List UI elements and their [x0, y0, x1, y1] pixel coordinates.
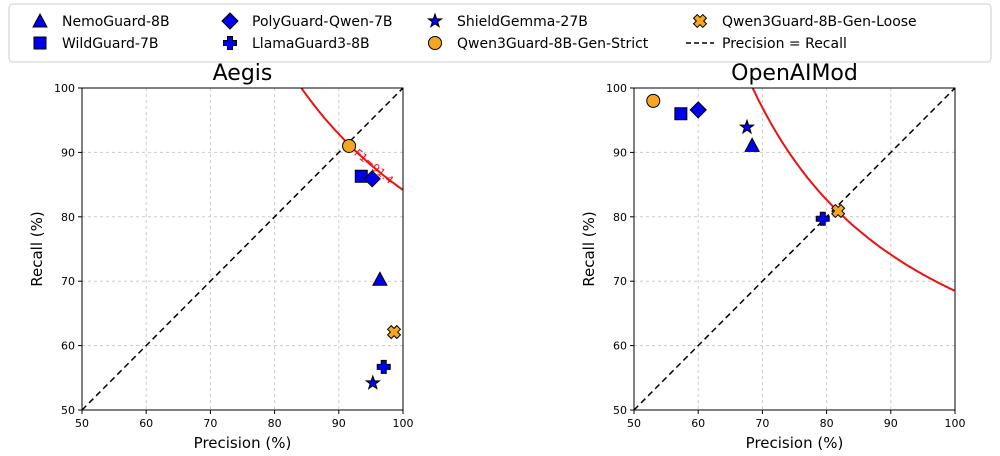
x-tick-label: 60: [139, 417, 153, 430]
y-tick-label: 80: [61, 211, 75, 224]
plot-openaimod: OpenAIMod 50 60 70 80 90 100 50 60 70 80 90 100 Preci…: [580, 61, 966, 452]
x-icon-shape: [692, 13, 708, 29]
y-tick-label: 100: [606, 82, 627, 95]
x-icon: [692, 13, 708, 29]
point-shieldgemma-27b: [738, 118, 756, 135]
legend-entry: PolyGuard-Qwen-7B: [221, 12, 392, 30]
y-tick-label: 50: [61, 404, 75, 417]
plus-icon: [223, 36, 237, 50]
legend-entry: WildGuard-7B: [33, 36, 158, 52]
legend-label: Precision = Recall: [722, 36, 847, 52]
plot-area: F1=81.3: [634, 88, 955, 410]
point-shieldgemma-27b: [364, 374, 381, 390]
y-tick-label: 90: [613, 146, 627, 159]
diamond-icon: [221, 12, 239, 30]
point-qwen3guard-8b-gen-strict: [646, 93, 661, 108]
y-axis-label: Recall (%): [28, 211, 46, 286]
legend-entry: Qwen3Guard-8B-Gen-Strict: [428, 36, 649, 52]
y-tick-label: 100: [54, 82, 75, 95]
legend-label: Qwen3Guard-8B-Gen-Loose: [722, 14, 917, 30]
y-tick-label: 70: [61, 275, 75, 288]
y-tick-label: 50: [613, 404, 627, 417]
point-nemoguard-8b: [372, 271, 388, 286]
point-polyguard-qwen-7b: [689, 101, 707, 119]
legend-entry: LlamaGuard3-8B: [223, 36, 370, 52]
x-tick-label: 90: [332, 417, 346, 430]
point-nemoguard-8b: [744, 137, 760, 152]
plot-title: Aegis: [213, 61, 273, 86]
point-llamaguard3-8b: [815, 211, 830, 226]
y-tick-label: 90: [61, 146, 75, 159]
legend-label: WildGuard-7B: [62, 36, 158, 52]
point-qwen3guard-8b-gen-loose-shape: [386, 324, 402, 340]
x-tick-label: 100: [393, 417, 414, 430]
x-tick-label: 60: [691, 417, 705, 430]
legend-entry: Qwen3Guard-8B-Gen-Loose: [692, 13, 917, 30]
circle-icon: [428, 36, 442, 50]
point-qwen3guard-8b-gen-loose: [831, 203, 846, 219]
point-qwen3guard-8b-gen-strict: [342, 138, 357, 153]
legend-label: LlamaGuard3-8B: [252, 36, 370, 52]
x-tick-label: 50: [627, 417, 641, 430]
legend-entry: Precision = Recall: [686, 36, 847, 52]
legend-label: Qwen3Guard-8B-Gen-Strict: [457, 36, 649, 52]
x-tick-label: 70: [755, 417, 769, 430]
point-qwen3guard-8b-gen-loose: [386, 324, 402, 340]
legend-label: ShieldGemma-27B: [457, 14, 588, 30]
legend-label: PolyGuard-Qwen-7B: [252, 14, 392, 30]
square-icon: [33, 36, 47, 50]
y-tick-label: 60: [613, 340, 627, 353]
y-axis-label: Recall (%): [580, 211, 598, 286]
f1-curve: [300, 88, 403, 191]
point-qwen3guard-8b-gen-loose-shape: [831, 203, 846, 219]
y-tick-label: 80: [613, 211, 627, 224]
x-axis-label: Precision (%): [746, 434, 844, 452]
y-tick-label: 70: [613, 275, 627, 288]
precision-equals-recall-line: [82, 88, 403, 410]
y-tick-label: 60: [61, 340, 75, 353]
plot-frame: [81, 87, 404, 411]
legend-entry: NemoGuard-8B: [32, 12, 170, 30]
x-tick-label: 50: [75, 417, 89, 430]
plot-frame: [633, 87, 956, 411]
x-tick-label: 80: [820, 417, 834, 430]
point-llamaguard3-8b: [376, 359, 391, 374]
point-polyguard-qwen-7b: [363, 170, 381, 188]
precision-equals-recall-line: [634, 88, 955, 410]
x-tick-label: 100: [945, 417, 966, 430]
star-icon: [426, 12, 444, 28]
point-wildguard-7b: [674, 107, 688, 121]
x-tick-label: 90: [884, 417, 898, 430]
plot-aegis: Aegis 50 60 70 80 90 100 50 60 70 80 90 100 Precision…: [28, 61, 414, 452]
x-tick-label: 80: [268, 417, 282, 430]
legend-entry: ShieldGemma-27B: [426, 12, 588, 30]
x-axis-label: Precision (%): [194, 434, 292, 452]
triangle-icon: [32, 12, 48, 28]
x-tick-label: 70: [203, 417, 217, 430]
legend: NemoGuard-8B WildGuard-7B PolyGuard-Qwen-7…: [8, 3, 992, 63]
plot-title: OpenAIMod: [731, 61, 858, 86]
legend-frame: [8, 3, 992, 63]
legend-label: NemoGuard-8B: [62, 14, 170, 30]
